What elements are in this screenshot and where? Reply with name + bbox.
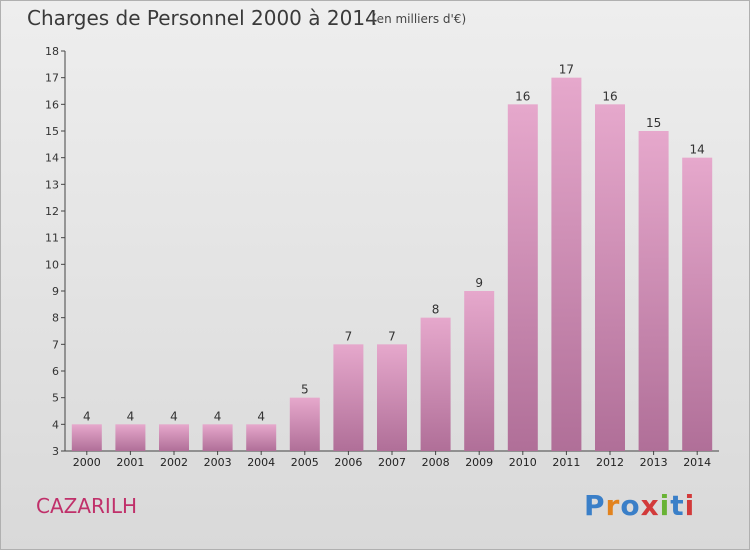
bar-value-label: 5 [301,383,309,397]
bar-value-label: 8 [432,303,440,317]
y-tick-label: 15 [45,125,59,138]
chart-subtitle: (en milliers d'€) [372,12,467,26]
x-tick-label: 2009 [465,456,493,469]
logo-letter: P [584,489,606,522]
x-tick-label: 2003 [204,456,232,469]
x-tick-label: 2013 [640,456,668,469]
y-tick-label: 14 [45,152,59,165]
bar-value-label: 7 [388,329,396,343]
y-tick-label: 10 [45,258,59,271]
chart-title: Charges de Personnel 2000 à 2014 [27,6,378,30]
bar-value-label: 7 [345,329,353,343]
x-tick-label: 2006 [334,456,362,469]
y-tick-label: 11 [45,232,59,245]
y-tick-label: 18 [45,45,59,58]
bar-value-label: 4 [83,409,91,423]
x-tick-label: 2010 [509,456,537,469]
bar [246,424,277,451]
bar [420,317,451,451]
x-tick-label: 2005 [291,456,319,469]
bar [551,77,582,452]
bar-value-label: 17 [559,63,574,77]
bar [595,104,625,451]
bar-value-label: 4 [127,409,135,423]
logo-letter: t [670,489,685,522]
y-tick-label: 7 [52,338,59,351]
bar [333,344,364,451]
logo-letter: x [640,489,660,522]
logo-letter: i [684,489,696,522]
bar [71,424,102,451]
town-name: CAZARILH [36,494,138,518]
bar [507,104,538,451]
bar [159,424,189,451]
logo-letter: o [620,489,641,522]
bar-value-label: 4 [170,409,178,423]
x-tick-label: 2004 [247,456,275,469]
bar-value-label: 4 [214,409,222,423]
y-tick-label: 17 [45,72,59,85]
y-tick-label: 6 [52,365,59,378]
y-tick-label: 8 [52,312,59,325]
bar [377,344,407,451]
x-tick-label: 2012 [596,456,624,469]
y-tick-label: 13 [45,178,59,191]
x-tick-label: 2008 [422,456,450,469]
bar-value-label: 9 [475,276,483,290]
x-tick-label: 2000 [73,456,101,469]
y-tick-label: 3 [52,445,59,458]
bar [115,424,146,451]
logo-letter: i [659,489,671,522]
logo-letter: r [605,489,621,522]
x-tick-label: 2007 [378,456,406,469]
bar [289,397,320,451]
x-tick-label: 2002 [160,456,188,469]
y-tick-label: 5 [52,392,59,405]
bar [682,157,713,451]
bar-value-label: 16 [602,89,617,103]
bar-value-label: 4 [257,409,265,423]
bar [638,131,669,451]
bar [202,424,233,451]
bar [464,291,495,451]
x-tick-label: 2011 [552,456,580,469]
bar-value-label: 16 [515,89,530,103]
y-tick-label: 9 [52,285,59,298]
y-tick-label: 12 [45,205,59,218]
bar-value-label: 15 [646,116,661,130]
x-tick-label: 2001 [116,456,144,469]
x-tick-label: 2014 [683,456,711,469]
proxiti-logo: Proxiti [584,489,695,522]
bar-value-label: 14 [690,143,705,157]
y-tick-label: 16 [45,98,59,111]
y-tick-label: 4 [52,418,59,431]
